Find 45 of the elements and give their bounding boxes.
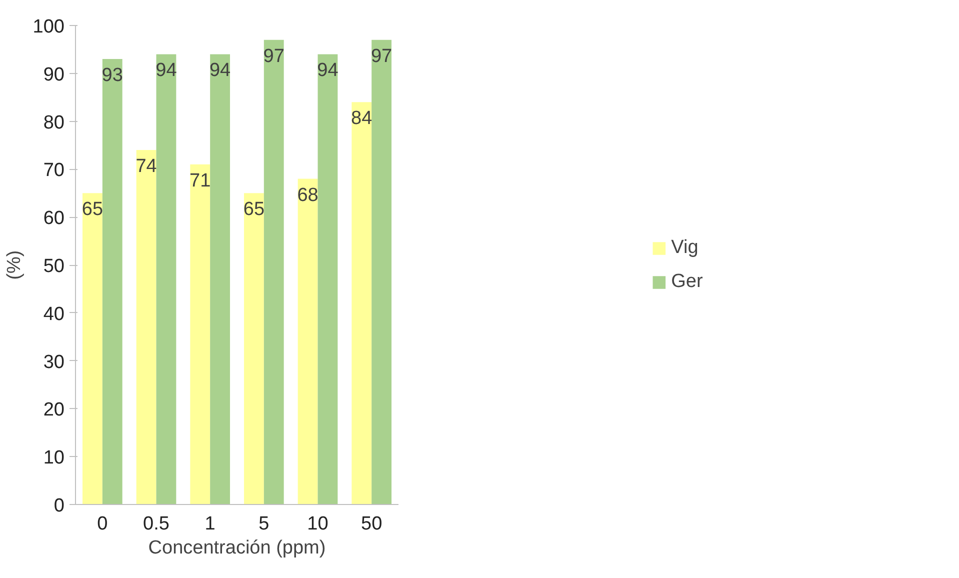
x-axis-title: Concentración (ppm): [148, 538, 326, 558]
bar: [372, 40, 392, 504]
y-tick-label: 50: [43, 256, 65, 277]
legend-label: Vig: [671, 236, 698, 258]
y-tick-label: 40: [43, 304, 65, 325]
bar: [352, 102, 372, 504]
y-tick-label: 80: [43, 112, 65, 134]
data-label: 93: [102, 65, 123, 86]
data-label: 71: [190, 170, 211, 192]
data-label: 74: [136, 156, 158, 178]
y-tick-label: 20: [43, 400, 65, 421]
x-tick-label: 1: [204, 514, 216, 534]
y-tick-label: 60: [43, 208, 65, 230]
bar: [156, 54, 176, 504]
data-label: 65: [243, 199, 265, 220]
data-label: 65: [82, 199, 104, 220]
bar: [318, 54, 338, 504]
y-tick-label: 100: [32, 16, 64, 38]
data-label: 94: [209, 60, 232, 82]
data-label: 97: [263, 46, 284, 67]
bar: [298, 178, 318, 504]
bar: [82, 193, 102, 504]
x-tick-label: 0.5: [143, 514, 170, 534]
data-label: 97: [370, 46, 392, 67]
bar: [136, 150, 156, 504]
y-axis-title: (%): [4, 250, 25, 280]
bar: [210, 54, 230, 504]
x-tick-label: 5: [258, 514, 270, 534]
data-label: 68: [297, 184, 318, 206]
bar: [190, 164, 210, 504]
bar: [264, 40, 284, 504]
x-tick-label: 0: [97, 514, 108, 534]
y-tick-label: 90: [43, 64, 65, 86]
bar: [244, 193, 264, 504]
data-label: 94: [156, 60, 178, 82]
data-label: 84: [351, 108, 373, 130]
bar: [102, 59, 122, 504]
x-tick-label: 10: [307, 514, 328, 534]
legend-label: Ger: [671, 270, 703, 292]
y-tick-label: 70: [43, 160, 65, 182]
data-label: 94: [317, 60, 339, 82]
y-tick-label: 0: [54, 496, 65, 516]
y-tick-label: 10: [43, 448, 65, 469]
y-tick-label: 30: [43, 352, 65, 373]
x-tick-label: 50: [361, 514, 382, 534]
